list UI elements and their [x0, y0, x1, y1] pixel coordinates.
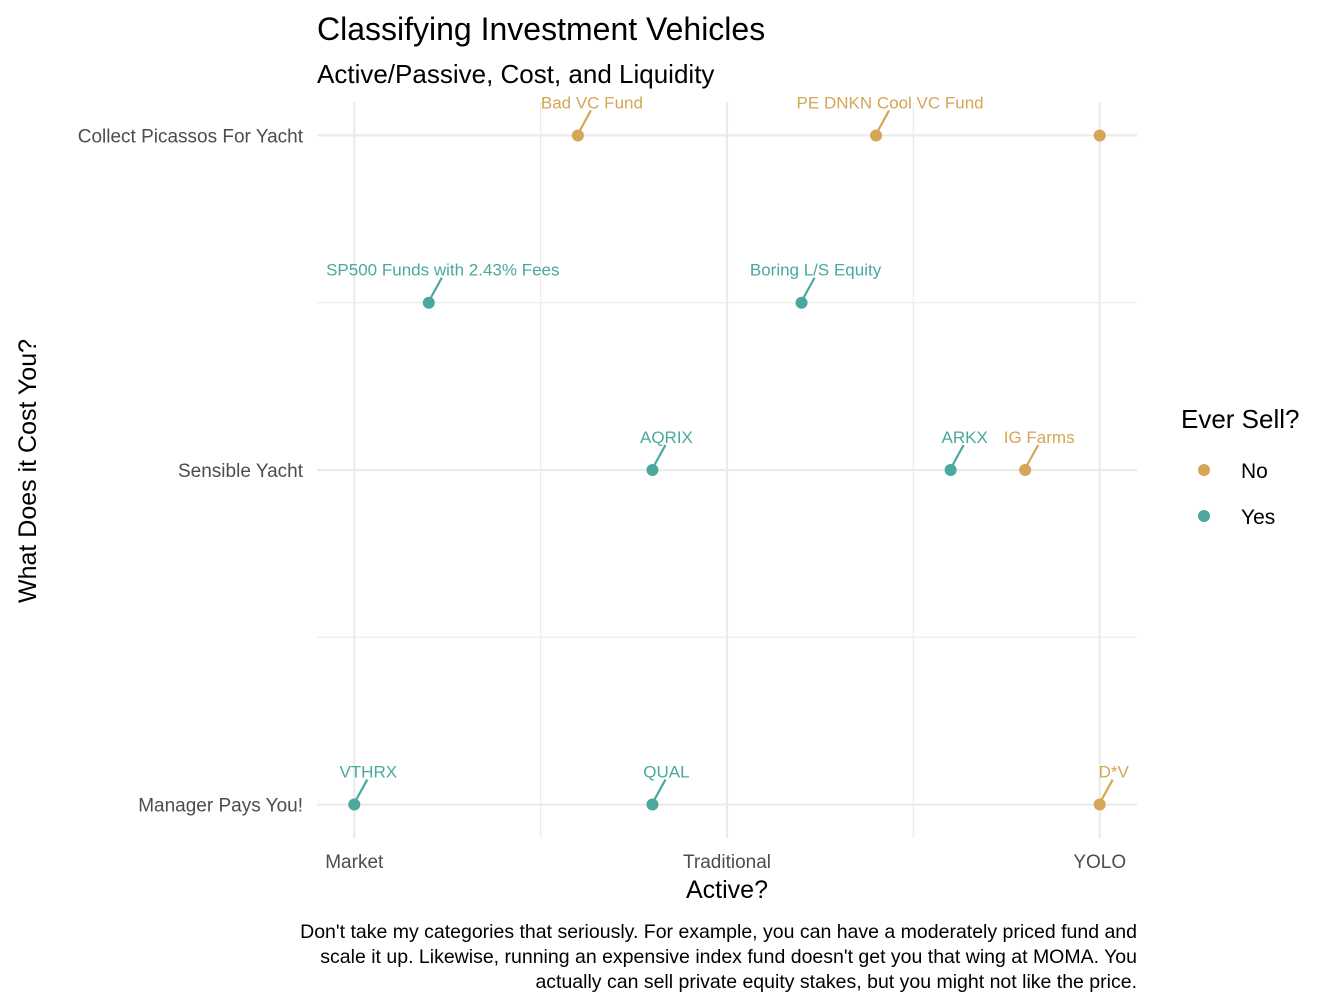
point-marker [944, 464, 957, 476]
x-tick-label: Traditional [683, 852, 771, 873]
y-axis-ticks: Manager Pays You! Sensible Yacht Collect P… [78, 126, 304, 816]
point-label: SP500 Funds with 2.43% Fees [326, 261, 559, 280]
x-axis-ticks: Market Traditional YOLO [325, 852, 1126, 873]
chart-title: Classifying Investment Vehicles [317, 11, 765, 47]
label-leader-line [653, 444, 667, 466]
scatter-point: QUAL [643, 763, 690, 811]
legend-item: No [1198, 460, 1268, 483]
gridlines [317, 102, 1137, 838]
point-label: AQRIX [640, 428, 693, 447]
point-marker [1093, 129, 1106, 142]
label-leader-line [429, 277, 443, 299]
x-axis-label: Active? [686, 876, 768, 904]
point-marker [1019, 464, 1032, 476]
scatter-point: Boring L/S Equity [750, 261, 882, 309]
legend: Ever Sell? No Yes [1181, 404, 1300, 529]
caption-line: Don't take my categories that seriously.… [300, 921, 1137, 943]
scatter-point: Bad VC Fund [541, 93, 643, 142]
scatter-point: IG Farms [1004, 428, 1075, 476]
point-label: QUAL [643, 763, 689, 782]
point-marker [870, 129, 883, 142]
legend-item: Yes [1198, 506, 1275, 529]
scatter-point: D*V [1093, 763, 1130, 811]
label-leader-line [877, 109, 891, 131]
legend-label: No [1241, 460, 1268, 483]
scatter-point: ARKX [941, 428, 988, 476]
y-axis-label: What Does it Cost You? [14, 339, 42, 603]
label-leader-line [1026, 444, 1040, 466]
point-marker [795, 296, 808, 309]
label-leader-line [951, 444, 965, 466]
y-tick-label: Sensible Yacht [178, 461, 304, 482]
y-tick-label: Collect Picassos For Yacht [78, 126, 304, 147]
caption: Don't take my categories that seriously.… [300, 921, 1137, 993]
legend-key [1198, 510, 1210, 522]
legend-label: Yes [1241, 506, 1275, 529]
label-leader-line [653, 779, 667, 801]
scatter-point: SP500 Funds with 2.43% Fees [326, 261, 560, 309]
y-tick-label: Manager Pays You! [138, 796, 303, 817]
caption-line: actually can sell private equity stakes,… [535, 971, 1137, 993]
point-label: Bad VC Fund [541, 93, 643, 112]
legend-key [1198, 464, 1210, 476]
scatter-point: PE DNKN Cool VC Fund [797, 93, 984, 142]
chart-subtitle: Active/Passive, Cost, and Liquidity [317, 59, 714, 89]
x-tick-label: YOLO [1073, 852, 1126, 873]
point-label: D*V [1099, 763, 1130, 782]
data-points: Bad VC Fund PE DNKN Cool VC Fund SP500 Fun… [326, 93, 1130, 811]
point-label: VTHRX [339, 763, 397, 782]
point-label: PE DNKN Cool VC Fund [797, 93, 984, 112]
label-leader-line [802, 277, 816, 299]
label-leader-line [578, 109, 592, 131]
point-label: ARKX [941, 428, 987, 447]
x-tick-label: Market [325, 852, 384, 873]
point-label: Boring L/S Equity [750, 261, 882, 280]
caption-line: scale it up. Likewise, running an expens… [320, 946, 1137, 968]
scatter-point: AQRIX [640, 428, 693, 476]
point-marker [646, 798, 659, 811]
scatter-point [1093, 129, 1106, 142]
label-leader-line [355, 779, 369, 801]
point-marker [646, 464, 659, 476]
point-marker [348, 798, 361, 811]
point-marker [571, 129, 584, 142]
point-label: IG Farms [1004, 428, 1075, 447]
point-marker [422, 296, 435, 309]
label-leader-line [1100, 779, 1114, 801]
scatter-point: VTHRX [339, 763, 397, 811]
point-marker [1093, 798, 1106, 811]
legend-title: Ever Sell? [1181, 404, 1300, 434]
